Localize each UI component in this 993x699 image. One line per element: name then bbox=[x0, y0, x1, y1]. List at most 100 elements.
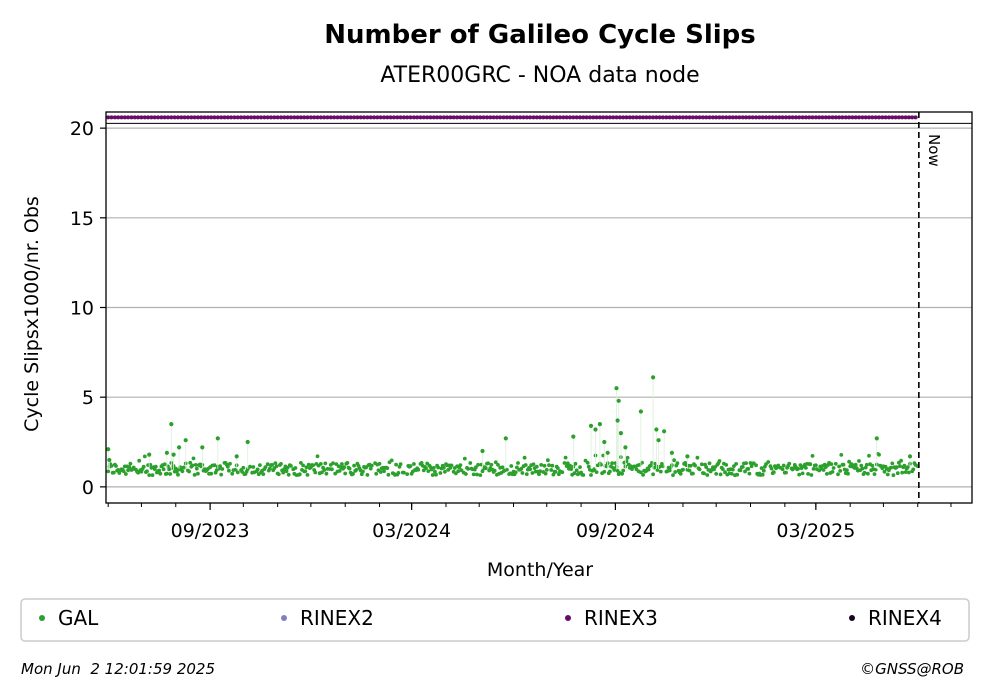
gal-point bbox=[456, 469, 461, 474]
rinex3-point bbox=[242, 115, 247, 120]
gal-point bbox=[180, 469, 185, 474]
rinex3-point bbox=[302, 115, 307, 120]
gal-point bbox=[161, 467, 166, 472]
gal-point bbox=[671, 473, 675, 477]
gal-point bbox=[593, 427, 598, 432]
gal-point bbox=[398, 462, 403, 466]
gal-point bbox=[293, 466, 298, 470]
gal-point bbox=[141, 464, 146, 469]
rinex3-point bbox=[219, 115, 224, 120]
rinex3-point bbox=[883, 115, 888, 120]
rinex3-point bbox=[172, 115, 177, 120]
rinex3-point bbox=[518, 115, 523, 120]
gal-point bbox=[175, 469, 179, 474]
gal-point bbox=[639, 470, 643, 475]
gal-point bbox=[303, 469, 308, 474]
gal-point bbox=[697, 467, 702, 472]
rinex3-point bbox=[661, 115, 665, 120]
rinex3-point bbox=[152, 115, 157, 120]
gal-point bbox=[899, 458, 903, 463]
rinex3-point bbox=[830, 115, 835, 120]
rinex3-point bbox=[564, 115, 569, 120]
gal-point bbox=[284, 469, 289, 474]
rinex3-point bbox=[498, 115, 503, 120]
gal-point bbox=[330, 467, 334, 472]
gal-point bbox=[480, 448, 485, 454]
gal-point bbox=[299, 461, 303, 465]
rinex3-point bbox=[717, 115, 722, 120]
gal-point bbox=[468, 461, 473, 465]
gal-point bbox=[142, 454, 147, 459]
gal-point bbox=[702, 471, 706, 476]
rinex3-point bbox=[551, 115, 556, 120]
gal-point bbox=[235, 470, 240, 475]
rinex3-point bbox=[199, 115, 204, 120]
gal-point bbox=[255, 467, 260, 472]
gal-point bbox=[669, 450, 675, 455]
gal-point bbox=[215, 436, 220, 441]
gal-point bbox=[687, 468, 692, 473]
rinex3-point bbox=[252, 115, 257, 120]
rinex3-point bbox=[451, 115, 456, 120]
gal-point bbox=[168, 472, 173, 476]
gal-point bbox=[882, 469, 887, 474]
gal-point bbox=[833, 461, 838, 466]
gal-point bbox=[738, 468, 743, 473]
rinex3-point bbox=[837, 115, 842, 120]
gal-point bbox=[714, 472, 719, 476]
gal-point bbox=[625, 455, 630, 460]
gal-point bbox=[228, 461, 232, 466]
rinex3-point bbox=[541, 115, 546, 120]
gal-point bbox=[675, 461, 680, 466]
gal-point bbox=[612, 468, 617, 472]
rinex3-point bbox=[750, 115, 755, 120]
rinex3-point bbox=[740, 115, 745, 120]
plot-area: Now bbox=[106, 112, 943, 503]
rinex3-point bbox=[435, 115, 440, 120]
gal-point bbox=[270, 463, 274, 467]
rinex3-point bbox=[704, 115, 709, 120]
gal-point bbox=[872, 472, 877, 476]
gal-point bbox=[145, 469, 149, 474]
rinex3-point bbox=[511, 115, 516, 120]
rinex3-point bbox=[232, 115, 237, 120]
gal-point bbox=[318, 462, 323, 466]
gal-point bbox=[147, 473, 152, 477]
gal-point bbox=[586, 464, 591, 469]
gal-point bbox=[289, 464, 293, 468]
gal-point bbox=[546, 458, 550, 463]
gal-point bbox=[531, 462, 536, 467]
gal-point bbox=[188, 460, 193, 465]
gal-point bbox=[220, 467, 225, 471]
gal-point bbox=[378, 470, 383, 474]
gal-point bbox=[449, 463, 454, 468]
gal-point bbox=[658, 469, 663, 474]
gal-point bbox=[547, 463, 551, 467]
gal-point bbox=[685, 454, 690, 459]
rinex3-point bbox=[900, 115, 905, 120]
gal-point bbox=[870, 463, 875, 468]
rinex3-point bbox=[119, 115, 124, 120]
gal-point bbox=[641, 473, 645, 477]
gal-point bbox=[553, 470, 558, 474]
gal-point bbox=[124, 472, 128, 476]
gal-point bbox=[218, 464, 223, 469]
gal-point bbox=[651, 375, 656, 380]
legend-frame bbox=[20, 598, 970, 642]
rinex3-point bbox=[737, 115, 742, 120]
gal-point bbox=[885, 472, 890, 477]
gal-point bbox=[829, 462, 834, 466]
gal-point bbox=[520, 471, 525, 475]
gal-point bbox=[838, 469, 843, 473]
rinex3-point bbox=[255, 115, 260, 120]
gal-point bbox=[735, 472, 740, 477]
gal-point bbox=[489, 462, 494, 467]
rinex3-point bbox=[315, 115, 320, 120]
rinex3-point bbox=[817, 115, 822, 120]
gal-point bbox=[500, 465, 505, 470]
gal-point bbox=[431, 466, 436, 470]
gal-point bbox=[419, 461, 424, 465]
gal-point bbox=[846, 471, 850, 476]
legend-entry-rinex4: RINEX4 bbox=[849, 606, 942, 630]
rinex3-point bbox=[667, 115, 672, 120]
